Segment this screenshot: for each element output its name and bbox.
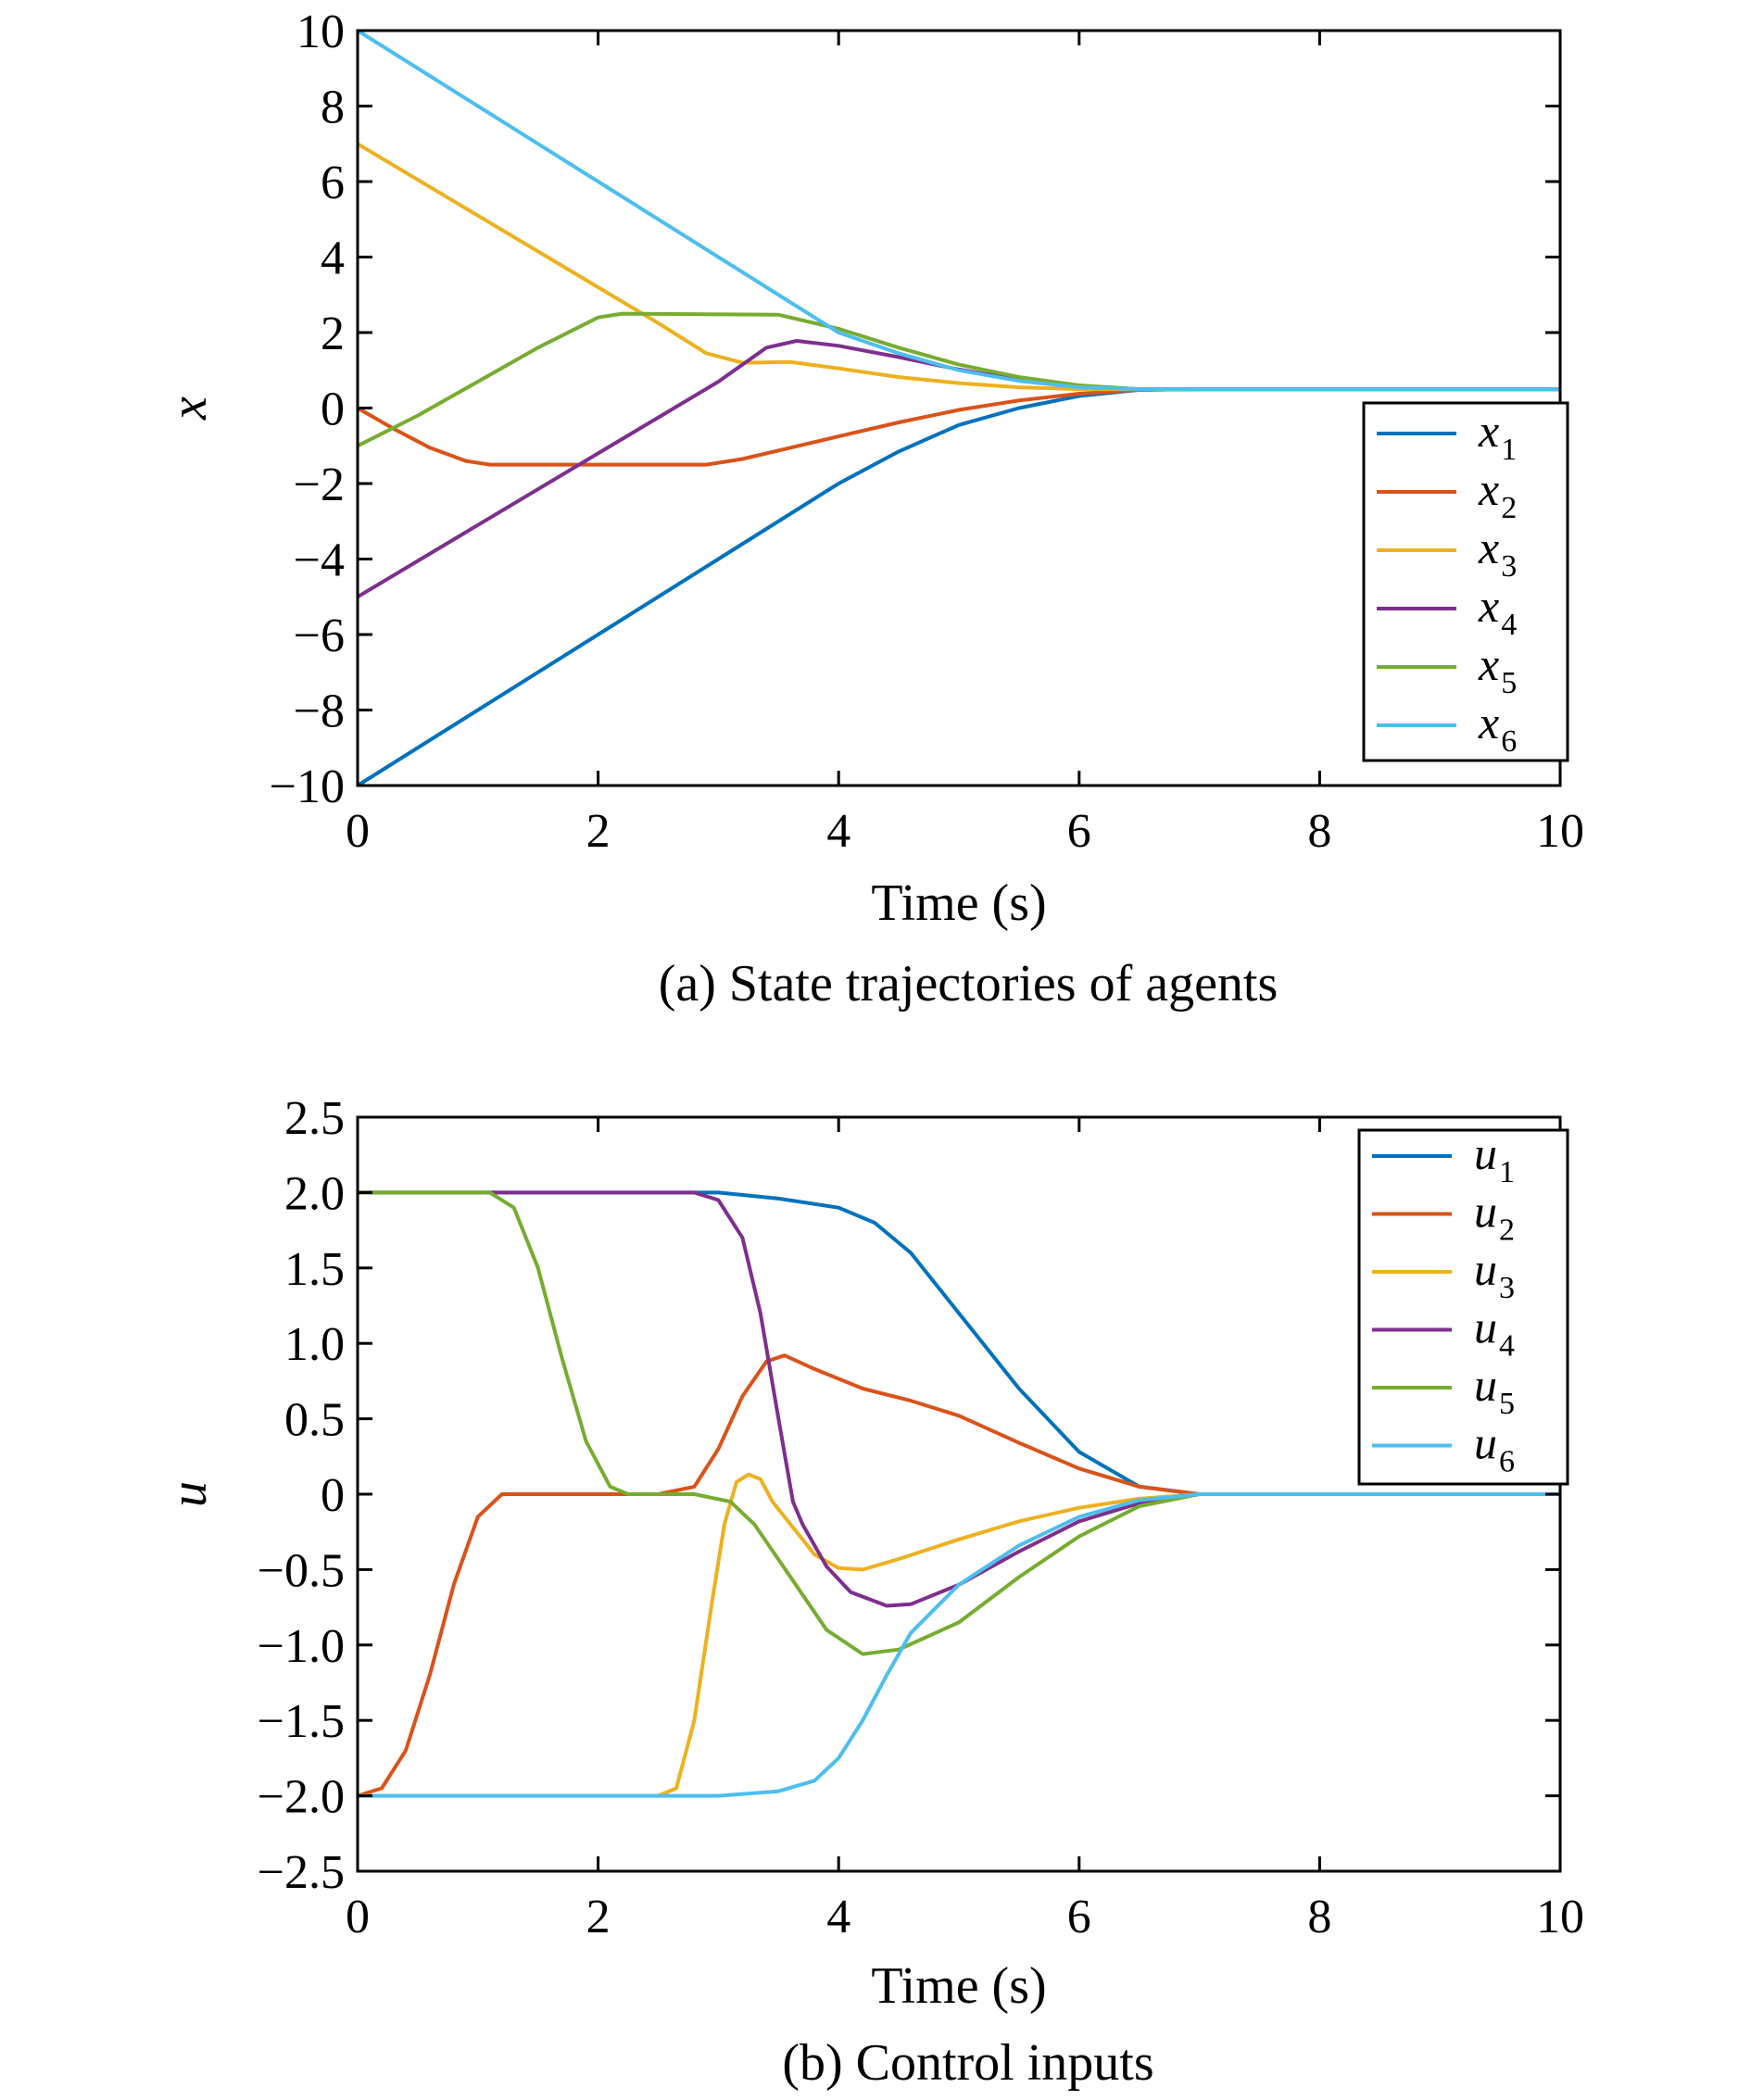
chart-a-legend-label-x1: x1 xyxy=(1478,405,1517,467)
chart-a-series-line-x6 xyxy=(356,29,1560,392)
chart-b-legend-label-u3: u3 xyxy=(1474,1243,1515,1305)
chart-b-xtick-label: 4 xyxy=(826,1891,850,1943)
chart-a-xtick-label: 6 xyxy=(1067,805,1091,858)
chart-a-ytick-label: −6 xyxy=(294,610,345,662)
chart-b-xtick-label: 8 xyxy=(1307,1891,1331,1943)
chart-a-xtick-label: 0 xyxy=(346,805,370,858)
chart-b-ticks xyxy=(356,1115,1562,1873)
chart-a-legend-label-x6: x6 xyxy=(1478,697,1517,759)
chart-a-ytick-label: 2 xyxy=(321,308,345,360)
chart-a-ytick-label: 0 xyxy=(321,384,345,436)
chart-b-ytick-label: 2.0 xyxy=(284,1167,345,1220)
chart-b-series-line-u5 xyxy=(358,1190,1560,1656)
chart-b-ytick-label: 0.5 xyxy=(284,1394,345,1447)
chart-b-ytick-label: 1.0 xyxy=(284,1318,345,1371)
chart-b-ytick-label: 2.5 xyxy=(284,1092,345,1145)
chart-a-series-line-x5 xyxy=(357,311,1560,448)
chart-a-series-lines xyxy=(356,29,1560,787)
chart-b-xtick-label: 0 xyxy=(346,1891,370,1943)
chart-b-legend-label-u5: u5 xyxy=(1474,1359,1515,1421)
chart-b-series-lines xyxy=(357,1190,1560,1798)
chart-b-xtick-label: 6 xyxy=(1067,1891,1091,1943)
chart-a-legend-label-x5: x5 xyxy=(1478,638,1517,700)
chart-a-xtick-label: 2 xyxy=(586,805,611,858)
chart-a-state-trajectories: 0 2 4 6 8 10 −10 −8 −6 −4 −2 0 2 4 6 8 10 Time (s) x (a)… xyxy=(160,6,1584,1012)
chart-a-ytick-label: 6 xyxy=(321,157,345,209)
chart-a-series-line-x3 xyxy=(356,142,1560,392)
chart-a-ytick-label: 8 xyxy=(321,82,345,134)
chart-b-ytick-label: −0.5 xyxy=(258,1544,345,1597)
chart-a-series-line-x2 xyxy=(357,387,1560,467)
chart-a-legend-box xyxy=(1362,401,1569,762)
chart-a-ytick-label: −8 xyxy=(294,685,345,738)
chart-b-control-inputs: 0 2 4 6 8 10 −2.5 −2.0 −1.5 −1.0 −0.5 0 0.5 1.0 1.5 2.0… xyxy=(160,1092,1584,2092)
chart-a-legend-label-x2: x2 xyxy=(1478,463,1517,525)
chart-a-ytick-label: −2 xyxy=(294,459,345,511)
chart-b-series-line-u4 xyxy=(358,1190,1560,1608)
chart-b-series-line-u2 xyxy=(357,1353,1560,1798)
chart-b-ytick-label: −2.0 xyxy=(258,1771,345,1824)
chart-b-xtick-label: 10 xyxy=(1536,1891,1584,1943)
chart-a-ytick-label: 10 xyxy=(296,6,345,58)
chart-a-ytick-label: 4 xyxy=(321,233,345,285)
chart-b-ytick-label: −1.0 xyxy=(258,1620,345,1673)
chart-b-series-line-u3 xyxy=(358,1472,1560,1798)
chart-b-legend-label-u6: u6 xyxy=(1474,1417,1515,1479)
chart-b-legend-label-u4: u4 xyxy=(1474,1301,1515,1364)
chart-a-legend-label-x3: x3 xyxy=(1478,522,1517,584)
chart-b-ytick-label: −2.5 xyxy=(258,1846,345,1899)
chart-b-legend-label-u1: u1 xyxy=(1474,1127,1515,1189)
chart-b-ytick-label: −1.5 xyxy=(258,1695,345,1748)
chart-b-legend-label-u2: u2 xyxy=(1474,1186,1515,1248)
chart-b-ytick-label: 0 xyxy=(321,1469,345,1522)
chart-b-y-axis-label: u xyxy=(160,1481,218,1507)
chart-a-legend-label-x4: x4 xyxy=(1478,580,1517,642)
chart-a-xtick-label: 4 xyxy=(826,805,850,858)
chart-a-ytick-label: −10 xyxy=(270,761,345,813)
chart-b-ytick-label: 1.5 xyxy=(284,1243,345,1296)
chart-b-legend-box xyxy=(1357,1128,1569,1486)
chart-b-xtick-label: 2 xyxy=(586,1891,611,1943)
chart-a-ytick-label: −4 xyxy=(294,534,345,587)
chart-b-tick-labels: 0 2 4 6 8 10 −2.5 −2.0 −1.5 −1.0 −0.5 0 0.5 1.0 1.5 2.0… xyxy=(258,1092,1584,1943)
chart-a-xtick-label: 8 xyxy=(1307,805,1331,858)
chart-a-y-axis-label: x xyxy=(160,396,218,421)
chart-b-x-axis-label: Time (s) xyxy=(871,1957,1046,2015)
chart-a-tick-labels: 0 2 4 6 8 10 −10 −8 −6 −4 −2 0 2 4 6 8 10 xyxy=(270,6,1584,858)
chart-b-series-line-u6 xyxy=(358,1492,1560,1798)
chart-a-xtick-label: 10 xyxy=(1536,805,1584,858)
chart-b-caption: (b) Control inputs xyxy=(782,2034,1153,2092)
chart-a-x-axis-label: Time (s) xyxy=(871,874,1046,932)
chart-a-caption: (a) State trajectories of agents xyxy=(659,955,1279,1012)
